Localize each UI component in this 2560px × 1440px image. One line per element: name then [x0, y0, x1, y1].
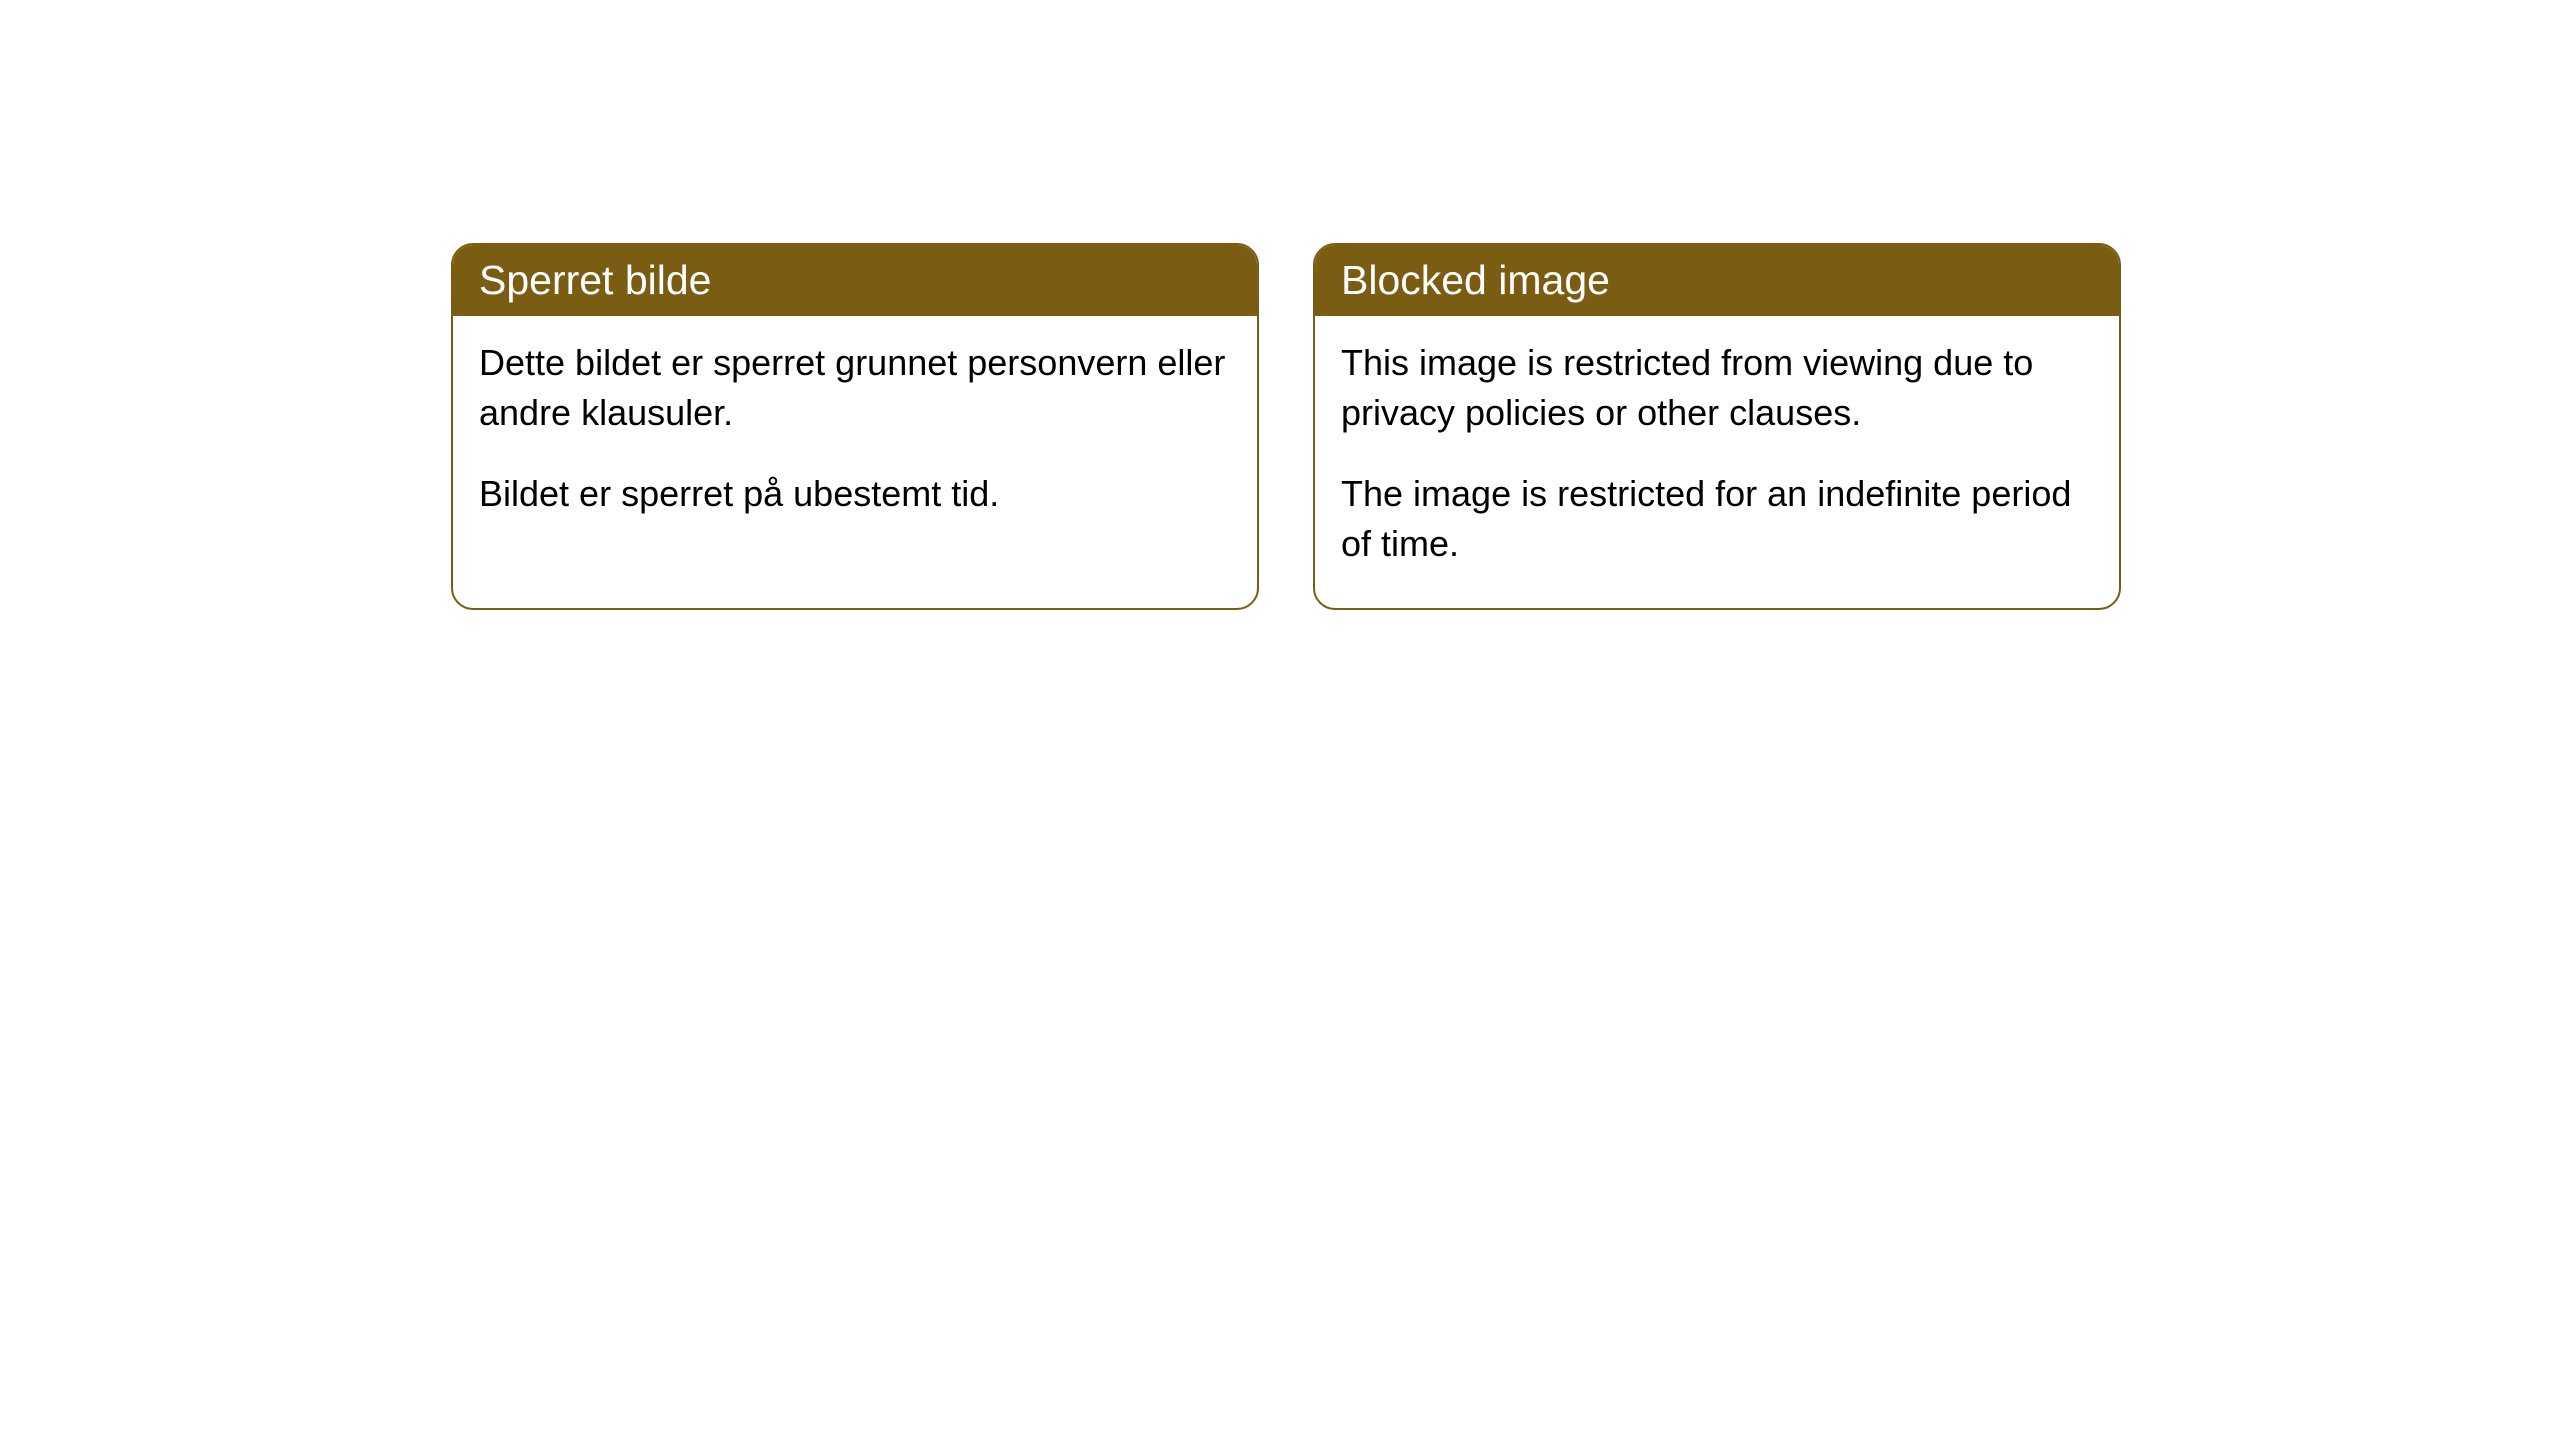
card-body-english: This image is restricted from viewing du… — [1315, 316, 2119, 608]
card-english: Blocked image This image is restricted f… — [1313, 243, 2121, 610]
card-header-english: Blocked image — [1315, 245, 2119, 316]
card-norwegian: Sperret bilde Dette bildet er sperret gr… — [451, 243, 1259, 610]
cards-container: Sperret bilde Dette bildet er sperret gr… — [451, 243, 2121, 610]
card-header-norwegian: Sperret bilde — [453, 245, 1257, 316]
card-paragraph: Dette bildet er sperret grunnet personve… — [479, 338, 1231, 439]
card-body-norwegian: Dette bildet er sperret grunnet personve… — [453, 316, 1257, 557]
card-paragraph: The image is restricted for an indefinit… — [1341, 469, 2093, 570]
card-paragraph: This image is restricted from viewing du… — [1341, 338, 2093, 439]
card-paragraph: Bildet er sperret på ubestemt tid. — [479, 469, 1231, 519]
